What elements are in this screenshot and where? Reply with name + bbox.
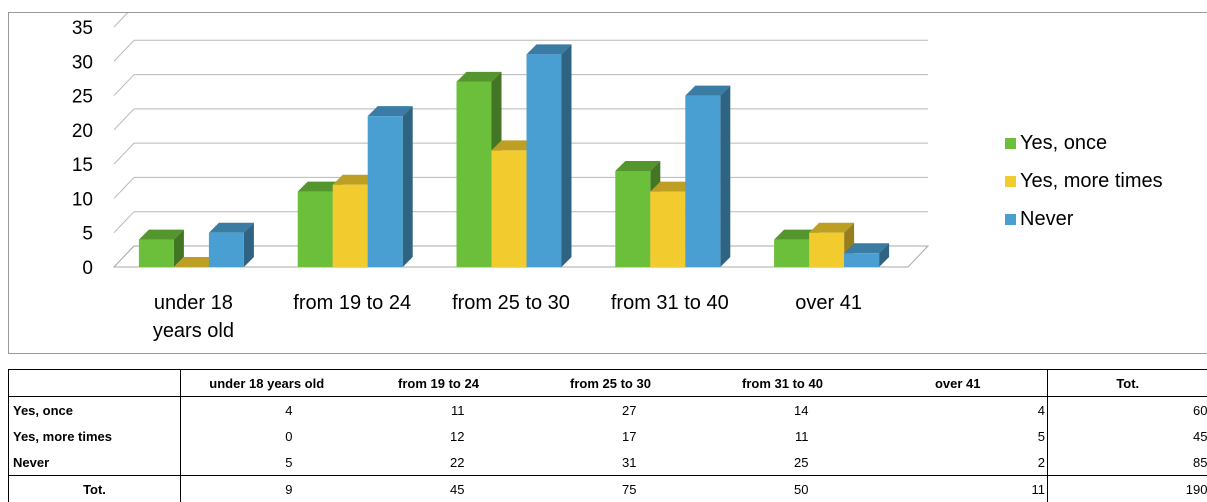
y-tick-label: 25 (72, 87, 93, 108)
table-row: Yes, more times 0 12 17 11 5 45 (9, 423, 1207, 449)
y-tick-label: 10 (72, 189, 93, 210)
bar-chart: 0 5 10 15 20 25 30 35 under 18 years old from 19 t… (9, 13, 1207, 355)
table-cell: 25 (697, 449, 869, 476)
bar (298, 192, 333, 267)
y-tick-label: 30 (72, 52, 93, 73)
table-header-total: Tot. (1048, 370, 1207, 397)
y-tick-label: 20 (72, 121, 93, 142)
gridline-side (114, 40, 134, 61)
table-cell: 22 (353, 449, 525, 476)
gridline-side (114, 75, 134, 96)
table-cell: 5 (869, 423, 1048, 449)
table-cell: 5 (181, 449, 353, 476)
table-cell: 50 (697, 476, 869, 502)
bar (844, 253, 879, 267)
legend-swatch (1005, 176, 1016, 187)
table-cell: 0 (181, 423, 353, 449)
table-cell: 17 (525, 423, 697, 449)
bar (333, 185, 368, 267)
table-cell: 11 (353, 397, 525, 424)
row-label: Yes, more times (9, 423, 181, 449)
x-tick-label: from 25 to 30 (452, 292, 570, 314)
x-tick-label: years old (153, 320, 234, 342)
bar (209, 233, 244, 267)
table-header-cell: from 19 to 24 (353, 370, 525, 397)
table-total-row: Tot. 9 45 75 50 11 190 (9, 476, 1207, 502)
row-total: 60 (1048, 397, 1207, 424)
bar (615, 171, 650, 267)
table-cell: 4 (181, 397, 353, 424)
x-tick-label: from 31 to 40 (611, 292, 729, 314)
y-tick-label: 15 (72, 155, 93, 176)
bar-side (562, 44, 572, 267)
data-table: under 18 years old from 19 to 24 from 25… (8, 369, 1207, 502)
table-cell: 11 (869, 476, 1048, 502)
bar-side (403, 106, 413, 267)
row-label: Never (9, 449, 181, 476)
legend-label: Yes, once (1020, 132, 1107, 154)
bar (527, 54, 562, 267)
table-cell: 27 (525, 397, 697, 424)
table-cell: 14 (697, 397, 869, 424)
x-tick-label: from 19 to 24 (293, 292, 411, 314)
chart-frame: 0 5 10 15 20 25 30 35 under 18 years old from 19 t… (8, 12, 1207, 354)
table-cell: 4 (869, 397, 1048, 424)
table-cell: 9 (181, 476, 353, 502)
x-tick-label: over 41 (795, 292, 862, 314)
table-corner (9, 370, 181, 397)
gridline-side (114, 13, 134, 27)
row-total: 45 (1048, 423, 1207, 449)
bar (368, 116, 403, 267)
gridline-side (114, 177, 134, 198)
table-cell: 11 (697, 423, 869, 449)
table-cell: 12 (353, 423, 525, 449)
table-header-cell: from 25 to 30 (525, 370, 697, 397)
bar (139, 240, 174, 267)
gridline-side (114, 143, 134, 164)
y-tick-label: 35 (72, 18, 93, 39)
table-header-cell: under 18 years old (181, 370, 353, 397)
grand-total: 190 (1048, 476, 1207, 502)
table-row: Never 5 22 31 25 2 85 (9, 449, 1207, 476)
x-tick-label: under 18 (154, 292, 233, 314)
bar (774, 240, 809, 267)
row-label: Tot. (9, 476, 181, 502)
table-header-row: under 18 years old from 19 to 24 from 25… (9, 370, 1207, 397)
table-cell: 2 (869, 449, 1048, 476)
table-cell: 45 (353, 476, 525, 502)
table-cell: 31 (525, 449, 697, 476)
table-row: Yes, once 4 11 27 14 4 60 (9, 397, 1207, 424)
bar-side (720, 86, 730, 267)
table-header-cell: over 41 (869, 370, 1048, 397)
y-tick-label: 5 (82, 224, 93, 245)
bar (457, 82, 492, 267)
row-label: Yes, once (9, 397, 181, 424)
legend-swatch (1005, 214, 1016, 225)
legend-label: Never (1020, 208, 1074, 230)
y-tick-label: 0 (82, 258, 93, 279)
gridline-side (114, 212, 134, 233)
table-cell: 75 (525, 476, 697, 502)
legend-swatch (1005, 138, 1016, 149)
bar (650, 192, 685, 267)
table-header-cell: from 31 to 40 (697, 370, 869, 397)
bar (809, 233, 844, 267)
legend-label: Yes, more times (1020, 170, 1163, 192)
bar (492, 150, 527, 267)
row-total: 85 (1048, 449, 1207, 476)
bar (685, 96, 720, 267)
gridline-side (114, 109, 134, 130)
